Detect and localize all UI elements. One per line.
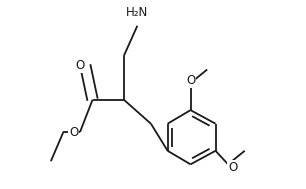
Text: H₂N: H₂N: [126, 6, 148, 19]
Text: O: O: [75, 59, 84, 72]
Text: O: O: [228, 160, 237, 174]
Text: O: O: [69, 125, 78, 139]
Text: O: O: [186, 74, 195, 87]
